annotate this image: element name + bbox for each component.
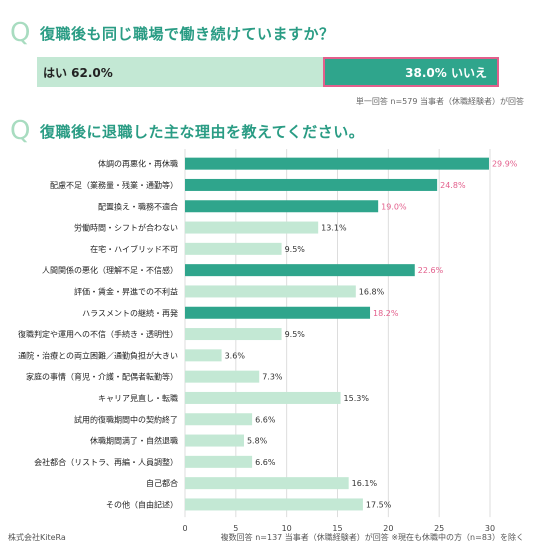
data-label: 9.5% [285,245,306,254]
x-tick-label: 0 [182,524,187,533]
bar [185,221,319,234]
no-segment: 38.0% いいえ [323,57,499,87]
data-label: 9.5% [285,330,306,339]
x-tick-label: 25 [434,524,444,533]
bar [185,242,282,255]
question1-title: 復職後も同じ職場で働き続けていますか？ [40,24,335,43]
bar [185,328,282,341]
question2-title: 復職後に退職した主な理由を教えてください。 [40,122,365,141]
category-label: 自己都合 [146,478,178,488]
data-label: 6.6% [255,415,276,424]
category-label: 評価・賃金・昇進での不利益 [74,286,178,296]
bar [185,264,415,277]
question2-note: 複数回答 n=137 当事者（休職経験者）が回答 ※現在も休職中の方（n=83）… [220,533,524,542]
x-tick-label: 5 [233,524,238,533]
category-label: 復職判定や運用への不信（手続き・透明性） [18,329,178,339]
category-label: 配置換え・職務不適合 [98,201,178,211]
category-label: 休職期間満了・自然退職 [90,436,178,446]
data-label: 22.6% [418,266,444,275]
bar [185,391,341,404]
category-label: 労働時間・シフトが合わない [74,223,178,233]
reasons-bar-chart: 0 5 10 15 20 25 30 体調の再悪化・再休職 29.9% 配慮不足（業務量・残業・通… [18,149,518,533]
data-label: 3.6% [225,351,246,360]
category-label: 家庭の事情（育児・介護・配偶者転勤等） [26,372,178,382]
data-label: 7.3% [262,373,283,382]
category-label: 人間関係の悪化（理解不足・不信感） [42,265,178,275]
category-label: キャリア見直し・転職 [98,393,178,403]
bar [185,370,260,383]
data-label: 24.8% [440,181,466,190]
data-label: 15.3% [344,394,370,403]
bar [185,200,379,213]
category-label: 配慮不足（業務量・残業・通勤等） [50,180,178,190]
data-label: 18.2% [373,309,399,318]
bar [185,498,363,511]
bar [185,434,244,447]
x-tick-label: 30 [485,524,495,533]
question2-header: Q 復職後に退職した主な理由を教えてください。 [10,118,364,144]
data-label: 13.1% [321,224,347,233]
yes-no-bar: はい 62.0% 38.0% いいえ [37,57,499,87]
bar [185,285,356,298]
company-name: 株式会社KiteRa [8,533,66,542]
category-label: 試用的復職期間中の契約終了 [74,414,178,424]
yes-segment: はい 62.0% [37,57,324,87]
no-label: 38.0% いいえ [405,65,487,80]
category-label: 体調の再悪化・再休職 [98,159,178,169]
bar [185,477,349,490]
q-mark-icon: Q [10,116,31,146]
question1-note: 単一回答 n=579 当事者（休職経験者）が回答 [355,97,524,106]
category-label: 在宅・ハイブリッド不可 [90,244,178,254]
data-label: 19.0% [381,202,407,211]
data-label: 29.9% [492,160,518,169]
bar [185,178,438,191]
yes-label: はい 62.0% [43,65,113,80]
category-label: 会社都合（リストラ、再編・人員調整） [34,457,178,467]
data-label: 6.6% [255,458,276,467]
bar [185,455,253,468]
x-tick-label: 20 [383,524,393,533]
data-label: 16.1% [352,479,378,488]
x-tick-label: 10 [282,524,292,533]
data-label: 17.5% [366,500,392,509]
data-label: 5.8% [247,437,268,446]
category-label: 通院・治療との両立困難／通勤負担が大きい [18,350,178,360]
category-label: その他（自由記述） [106,499,178,509]
category-label: ハラスメントの継続・再発 [82,308,178,318]
question1-header: Q 復職後も同じ職場で働き続けていますか？ [10,20,335,46]
bar [185,306,371,319]
bar [185,157,489,170]
x-tick-label: 15 [332,524,342,533]
bar [185,413,253,426]
bar [185,349,222,362]
data-label: 16.8% [359,287,385,296]
q-mark-icon: Q [10,18,31,48]
